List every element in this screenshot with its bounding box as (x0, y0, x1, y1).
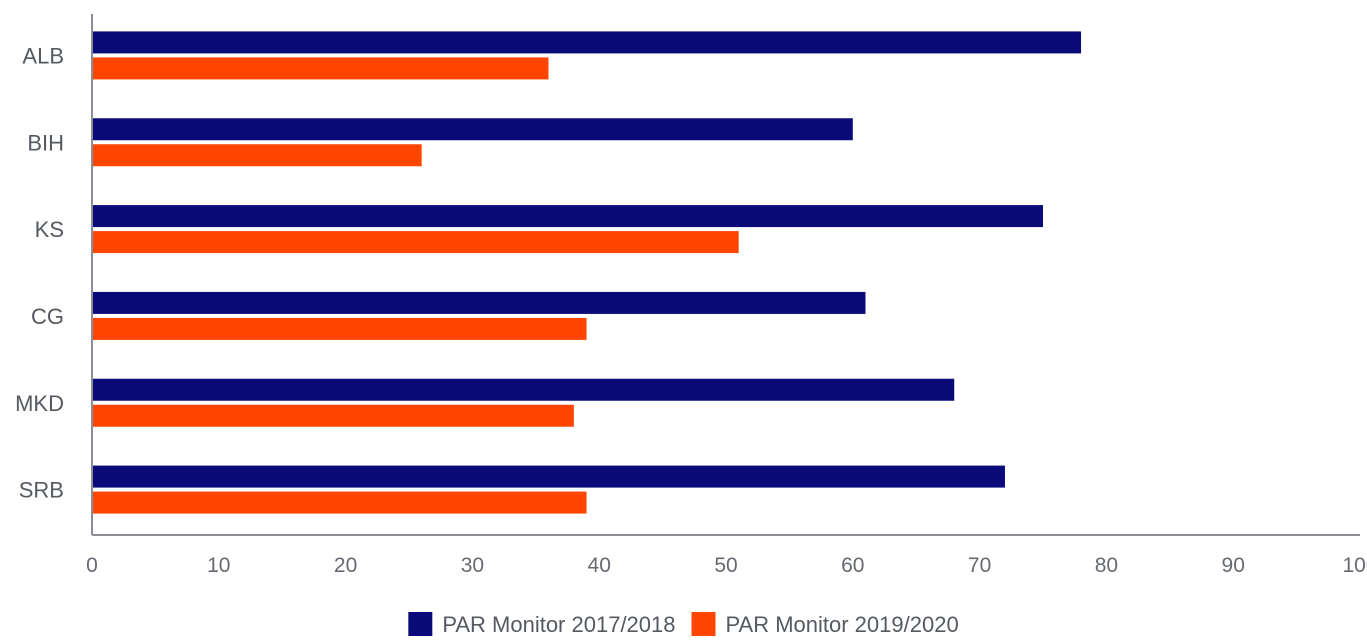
x-tick-labels: 0 10 20 30 40 50 60 70 80 90 100 (86, 554, 1367, 577)
bar-bih-series-1 (93, 118, 853, 141)
x-tick-label-90: 90 (1222, 554, 1245, 577)
bar-srb-series-2 (93, 491, 587, 514)
bar-alb-series-2 (93, 57, 549, 80)
x-tick-label-70: 70 (968, 554, 991, 577)
x-tick-label-20: 20 (334, 554, 357, 577)
x-tick-label-60: 60 (841, 554, 864, 577)
y-tick-label-srb: SRB (19, 478, 64, 503)
y-tick-label-cg: CG (31, 304, 64, 329)
y-tick-label-ks: KS (35, 217, 64, 242)
bars-group (93, 31, 1082, 514)
legend-swatch (408, 612, 433, 636)
y-tick-label-mkd: MKD (15, 391, 64, 416)
x-tick-label-100: 100 (1342, 554, 1367, 577)
bar-mkd-series-2 (93, 404, 574, 427)
bar-alb-series-1 (93, 31, 1082, 54)
bar-mkd-series-1 (93, 378, 955, 401)
bar-cg-series-1 (93, 291, 866, 314)
legend-label: PAR Monitor 2019/2020 (726, 612, 959, 637)
x-tick-label-0: 0 (86, 554, 98, 577)
bar-cg-series-2 (93, 317, 587, 340)
legend-swatch (691, 612, 716, 636)
x-tick-label-40: 40 (588, 554, 611, 577)
x-tick-label-50: 50 (714, 554, 737, 577)
legend-label: PAR Monitor 2017/2018 (442, 612, 675, 637)
y-category-labels: ALB BIH KS CG MKD SRB (15, 43, 64, 502)
legend-item: PAR Monitor 2017/2018 (408, 612, 676, 637)
y-tick-label-bih: BIH (27, 130, 64, 155)
bar-bih-series-2 (93, 144, 422, 167)
bar-ks-series-1 (93, 205, 1043, 228)
bar-srb-series-1 (93, 465, 1005, 488)
x-tick-label-30: 30 (461, 554, 484, 577)
legend: PAR Monitor 2017/2018 PAR Monitor 2019/20… (408, 612, 959, 637)
x-tick-label-10: 10 (207, 554, 230, 577)
x-tick-label-80: 80 (1095, 554, 1118, 577)
y-tick-label-alb: ALB (22, 43, 64, 68)
legend-item: PAR Monitor 2019/2020 (691, 612, 959, 637)
bar-ks-series-2 (93, 231, 739, 254)
